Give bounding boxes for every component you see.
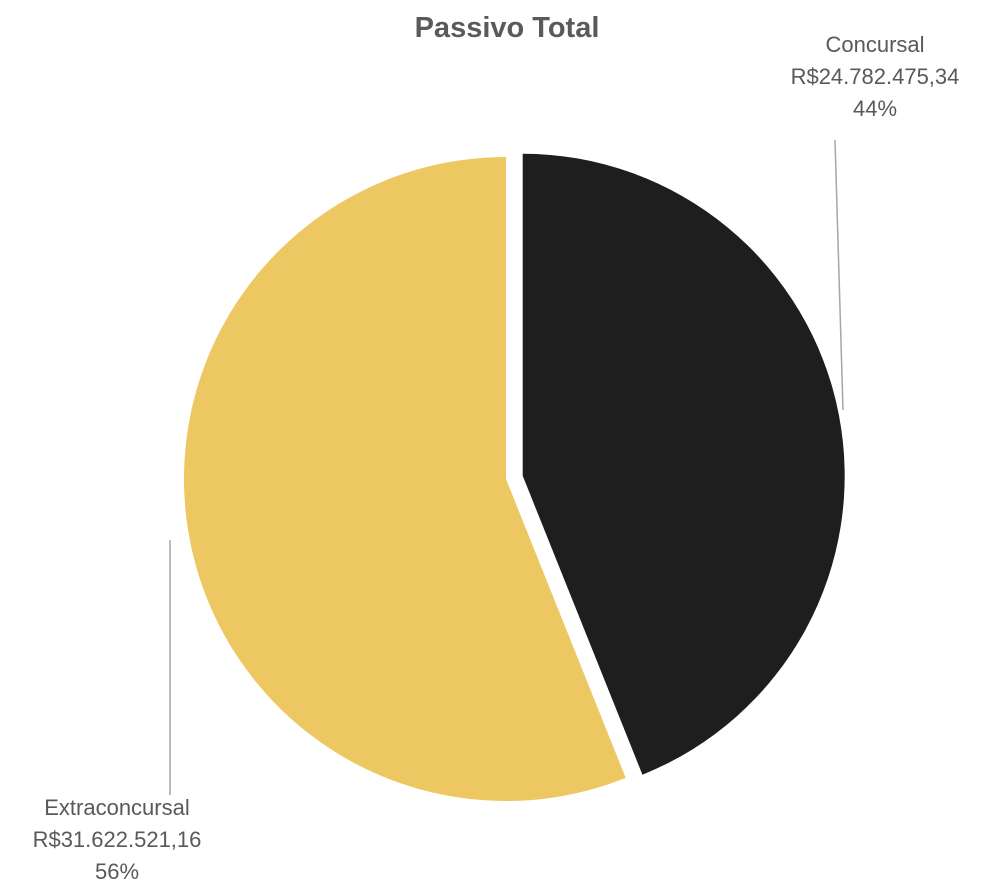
pie-slices (183, 153, 845, 801)
slice-value-label: R$24.782.475,34 (791, 64, 960, 89)
pie-slice-extraconcursal (183, 157, 626, 801)
leader-lines (169, 139, 844, 795)
leader-line-concursal (834, 139, 844, 411)
slice-name-label: Concursal (825, 32, 924, 57)
chart-title: Passivo Total (415, 12, 600, 44)
slice-percent-label: 56% (95, 859, 139, 884)
slice-labels: Concursal R$24.782.475,34 44% Extraconcursa… (33, 32, 960, 884)
slice-name-label: Extraconcursal (44, 795, 190, 820)
slice-percent-label: 44% (853, 96, 897, 121)
pie-slice-concursal (522, 153, 845, 775)
slice-value-label: R$31.622.521,16 (33, 827, 202, 852)
